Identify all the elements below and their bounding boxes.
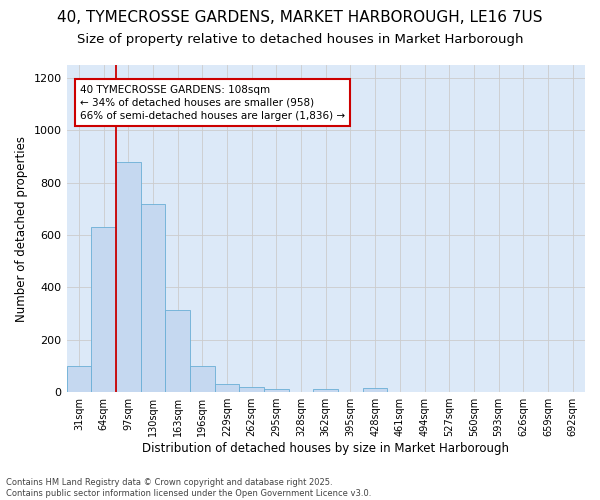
- Y-axis label: Number of detached properties: Number of detached properties: [15, 136, 28, 322]
- Bar: [91, 227, 116, 392]
- Text: Size of property relative to detached houses in Market Harborough: Size of property relative to detached ho…: [77, 32, 523, 46]
- Bar: [165, 310, 190, 392]
- Bar: [116, 162, 140, 392]
- Text: 40, TYMECROSSE GARDENS, MARKET HARBOROUGH, LE16 7US: 40, TYMECROSSE GARDENS, MARKET HARBOROUG…: [57, 10, 543, 25]
- X-axis label: Distribution of detached houses by size in Market Harborough: Distribution of detached houses by size …: [142, 442, 509, 455]
- Bar: [140, 204, 165, 392]
- Bar: [67, 366, 91, 392]
- Bar: [264, 390, 289, 392]
- Bar: [190, 366, 215, 392]
- Text: 40 TYMECROSSE GARDENS: 108sqm
← 34% of detached houses are smaller (958)
66% of : 40 TYMECROSSE GARDENS: 108sqm ← 34% of d…: [80, 84, 345, 121]
- Bar: [313, 390, 338, 392]
- Bar: [215, 384, 239, 392]
- Bar: [239, 387, 264, 392]
- Text: Contains HM Land Registry data © Crown copyright and database right 2025.
Contai: Contains HM Land Registry data © Crown c…: [6, 478, 371, 498]
- Bar: [363, 388, 388, 392]
